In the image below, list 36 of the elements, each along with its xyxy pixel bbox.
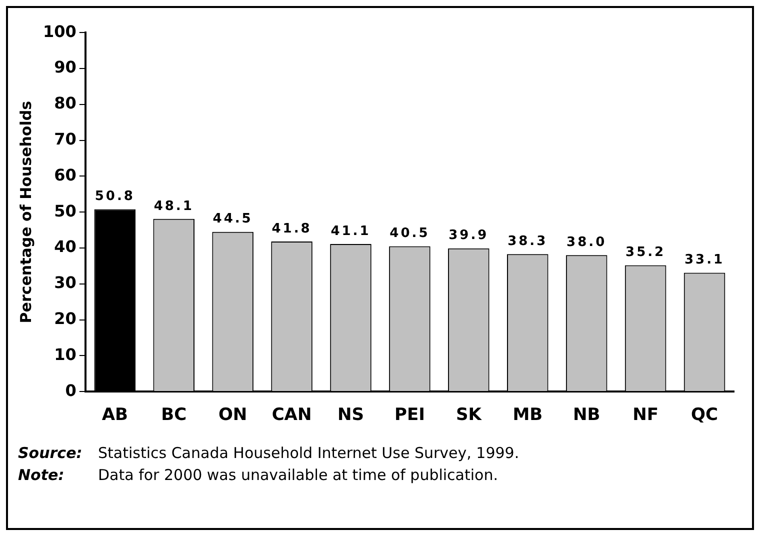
x-tick-label: MB [512, 405, 543, 426]
x-tick-label: NS [337, 405, 364, 426]
y-tick-label: 100 [42, 22, 76, 41]
source-note: Source: Statistics Canada Household Internet Use Survey, 1999. [18, 443, 520, 464]
data-label: 44.5 [212, 212, 253, 227]
data-label: 50.8 [94, 189, 135, 204]
y-tick-label: 40 [54, 237, 76, 256]
data-label: 35.2 [626, 245, 666, 260]
x-tick-label: QC [691, 405, 718, 426]
data-label: 33.1 [684, 252, 725, 268]
x-tick-label: CAN [272, 405, 312, 426]
y-axis-title: Percentage of Households [16, 100, 35, 324]
y-tick-label: 0 [65, 380, 76, 400]
y-tick-label: 10 [54, 344, 76, 364]
x-tick-label: BC [161, 405, 187, 426]
y-tick-label: 90 [54, 58, 76, 77]
data-label: 41.1 [330, 224, 371, 239]
x-tick-label: NF [632, 405, 658, 426]
data-label: 40.5 [390, 226, 430, 242]
x-tick-label: SK [456, 405, 482, 426]
y-tick-label: 30 [54, 273, 76, 292]
x-tick-label: AB [102, 405, 128, 426]
y-tick-label: 70 [54, 129, 76, 148]
data-label: 38.3 [508, 234, 548, 249]
data-label: 41.8 [272, 221, 312, 236]
text: Note: Data for 2000 was unavailable at time of publication. [18, 466, 498, 484]
y-tick-label: 50 [54, 201, 76, 220]
x-tick-label: NB [572, 405, 600, 426]
x-tick-label: PEI [394, 405, 425, 426]
y-tick-label: 80 [54, 94, 76, 113]
data-label: 38.0 [566, 235, 607, 250]
data-label: 48.1 [154, 198, 194, 214]
y-tick-label: 20 [54, 308, 76, 328]
data-label: 39.9 [448, 228, 489, 244]
y-tick-label: 60 [54, 165, 76, 184]
x-tick-label: ON [218, 405, 248, 426]
